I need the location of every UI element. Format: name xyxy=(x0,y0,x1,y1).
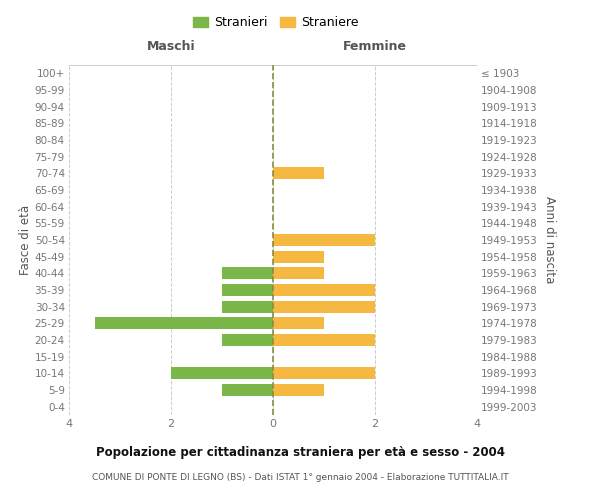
Bar xyxy=(273,268,324,280)
Text: Femmine: Femmine xyxy=(343,40,407,54)
Bar xyxy=(171,368,273,380)
Bar xyxy=(222,384,273,396)
Bar xyxy=(273,368,375,380)
Bar xyxy=(273,234,375,246)
Bar xyxy=(273,300,375,312)
Bar xyxy=(273,318,324,330)
Bar xyxy=(273,384,324,396)
Bar xyxy=(95,318,273,330)
Bar xyxy=(222,334,273,346)
Text: Popolazione per cittadinanza straniera per età e sesso - 2004: Popolazione per cittadinanza straniera p… xyxy=(95,446,505,459)
Y-axis label: Fasce di età: Fasce di età xyxy=(19,205,32,275)
Bar xyxy=(273,168,324,179)
Bar xyxy=(222,284,273,296)
Bar xyxy=(273,284,375,296)
Text: COMUNE DI PONTE DI LEGNO (BS) - Dati ISTAT 1° gennaio 2004 - Elaborazione TUTTIT: COMUNE DI PONTE DI LEGNO (BS) - Dati IST… xyxy=(92,473,508,482)
Y-axis label: Anni di nascita: Anni di nascita xyxy=(544,196,556,284)
Bar xyxy=(273,250,324,262)
Legend: Stranieri, Straniere: Stranieri, Straniere xyxy=(188,11,364,34)
Bar xyxy=(222,300,273,312)
Bar xyxy=(222,268,273,280)
Text: Maschi: Maschi xyxy=(146,40,196,54)
Bar xyxy=(273,334,375,346)
